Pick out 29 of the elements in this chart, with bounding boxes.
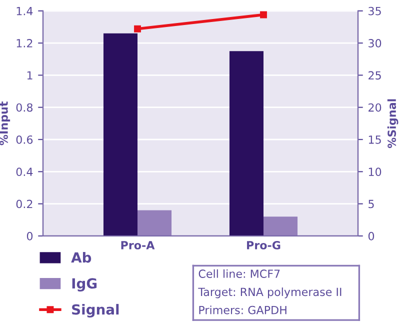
- y2-tick-label: 25: [368, 71, 381, 80]
- y-tick-label: 0.2: [16, 200, 32, 208]
- y-tick-label: 0.8: [16, 103, 33, 112]
- bar: [229, 51, 264, 236]
- text: Primers: GAPDH: [199, 306, 286, 314]
- bar: [138, 210, 172, 236]
- legend-label: IgG: [72, 278, 97, 292]
- x-tick-label: Pro-A: [121, 241, 155, 250]
- y-tick-label: 0: [26, 232, 33, 240]
- y2-tick-label: 30: [368, 39, 382, 48]
- bar: [264, 216, 298, 236]
- y2-tick-label: 0: [368, 232, 374, 240]
- y-tick-label: 1: [27, 71, 32, 80]
- y-tick-label: 1.2: [16, 39, 32, 48]
- text: Cell line: MCF7: [198, 269, 280, 278]
- y2-tick-label: 35: [368, 6, 381, 16]
- y-tick-label: 1.4: [16, 7, 33, 16]
- legend-label: Ab: [71, 252, 92, 263]
- y2-tick-label: 15: [368, 136, 381, 144]
- x-tick-label: Pro-G: [247, 241, 280, 250]
- y-tick-label: 0.4: [16, 168, 33, 176]
- legend-label: Signal: [72, 304, 119, 318]
- y2-tick-label: 20: [368, 103, 382, 112]
- y2-tick-label: 10: [368, 168, 382, 176]
- text: Target: RNA polymerase II: [198, 288, 342, 298]
- y2-tick-label: 5: [368, 200, 374, 208]
- y-tick-label: 0.6: [16, 135, 33, 144]
- y2-axis-title: %Signal: [387, 99, 398, 148]
- bar: [103, 33, 138, 236]
